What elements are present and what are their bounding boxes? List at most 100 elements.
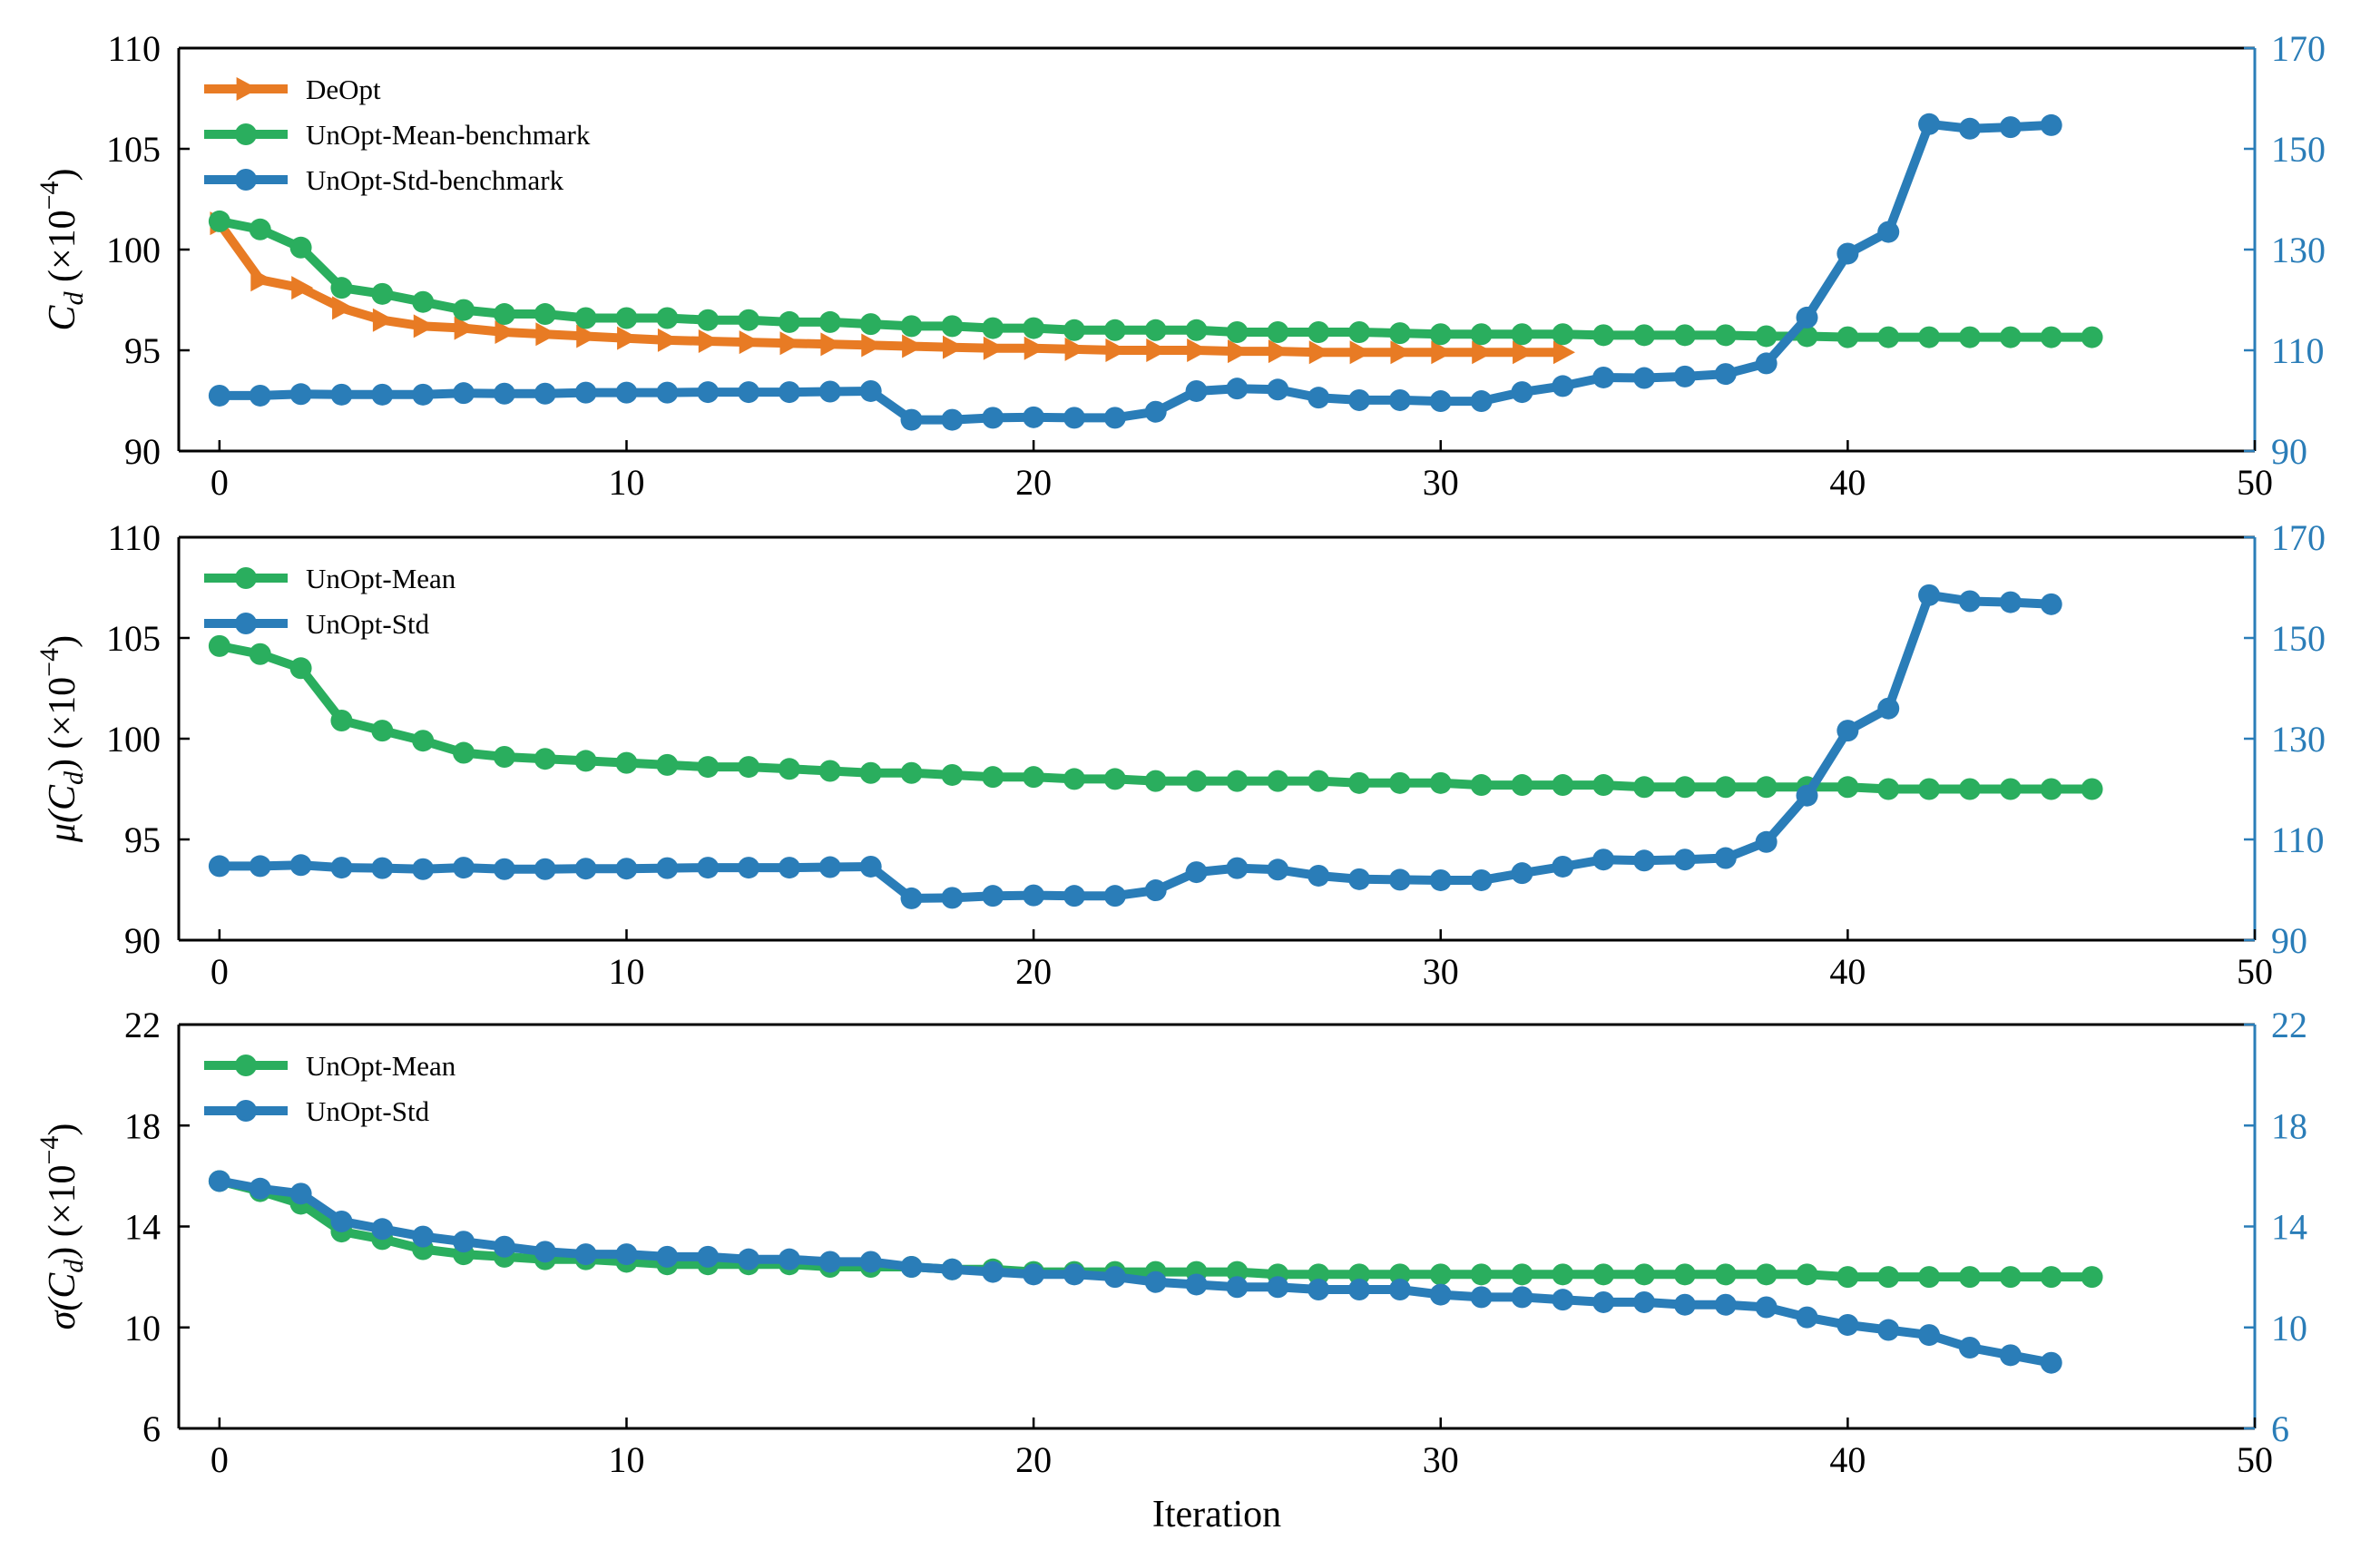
data-point bbox=[1999, 116, 2022, 139]
y-tick-label: 18 bbox=[124, 1105, 161, 1146]
series-line-deopt bbox=[214, 219, 1568, 358]
data-point bbox=[1877, 697, 1900, 720]
data-point bbox=[1755, 325, 1778, 348]
data-point bbox=[1023, 336, 1046, 360]
data-point bbox=[941, 315, 964, 338]
data-point bbox=[983, 336, 1005, 360]
y2-tick-label: 110 bbox=[2271, 819, 2325, 860]
data-point bbox=[1796, 1306, 1818, 1329]
data-point bbox=[1144, 319, 1167, 341]
data-point bbox=[2040, 326, 2062, 348]
data-point bbox=[1877, 778, 1900, 800]
data-point bbox=[1267, 378, 1289, 401]
legend-label: DeOpt bbox=[306, 74, 381, 105]
data-point bbox=[818, 1251, 841, 1273]
data-point bbox=[615, 307, 638, 329]
y-tick-label: 90 bbox=[124, 431, 161, 472]
data-point bbox=[453, 1231, 475, 1253]
data-point bbox=[1348, 771, 1371, 794]
y2-tick-label: 170 bbox=[2271, 517, 2326, 558]
data-point bbox=[1226, 378, 1249, 400]
legend-item-unopt-std: UnOpt-Std bbox=[204, 608, 430, 640]
data-point bbox=[1918, 113, 1941, 135]
data-point bbox=[1552, 340, 1575, 365]
data-point bbox=[656, 307, 679, 329]
data-point bbox=[1511, 862, 1533, 885]
y-tick-label: 100 bbox=[106, 230, 161, 270]
y2-tick-label: 150 bbox=[2271, 618, 2326, 659]
data-point bbox=[1308, 1263, 1330, 1286]
x-tick-label: 10 bbox=[608, 462, 644, 503]
y2-tick-label: 18 bbox=[2271, 1105, 2307, 1146]
data-point bbox=[778, 381, 800, 404]
data-point bbox=[1999, 326, 2022, 348]
data-point bbox=[941, 763, 964, 786]
data-point bbox=[1226, 857, 1249, 879]
data-point bbox=[941, 1258, 964, 1280]
data-point bbox=[371, 1218, 394, 1241]
y-tick-label: 95 bbox=[124, 819, 161, 860]
data-point bbox=[1714, 776, 1737, 799]
y2-tick-label: 6 bbox=[2271, 1408, 2289, 1449]
data-point bbox=[1185, 861, 1208, 884]
data-point bbox=[1877, 1319, 1900, 1341]
data-point bbox=[1144, 879, 1167, 902]
data-point bbox=[1592, 324, 1615, 347]
data-point bbox=[697, 756, 720, 779]
data-point bbox=[739, 330, 761, 355]
data-point bbox=[453, 299, 475, 321]
x-tick-label: 40 bbox=[1829, 951, 1866, 992]
data-point bbox=[778, 857, 800, 879]
data-point bbox=[615, 858, 638, 880]
y2-tick-label: 130 bbox=[2271, 230, 2326, 270]
data-point bbox=[249, 1177, 271, 1200]
y2-tick-label: 110 bbox=[2271, 330, 2325, 371]
y-tick-label: 10 bbox=[124, 1308, 161, 1349]
data-point bbox=[1472, 340, 1494, 365]
y-axis-title: μ(Cd) (×10−4) bbox=[34, 635, 89, 843]
data-point bbox=[330, 710, 353, 732]
legend: UnOpt-Mean UnOpt-Std bbox=[204, 1050, 456, 1127]
data-point bbox=[330, 277, 353, 299]
data-point bbox=[820, 332, 843, 357]
data-point bbox=[1187, 338, 1210, 362]
data-point bbox=[1633, 367, 1656, 389]
data-point bbox=[1348, 1263, 1371, 1286]
data-point bbox=[1673, 849, 1696, 871]
data-point bbox=[1918, 584, 1941, 606]
data-point bbox=[1958, 1266, 1981, 1289]
data-point bbox=[1390, 340, 1413, 365]
data-point bbox=[208, 384, 230, 407]
data-point bbox=[534, 1241, 556, 1263]
x-tick-label: 40 bbox=[1829, 462, 1866, 503]
series-unopt-mean-benchmark bbox=[208, 210, 2103, 348]
data-point bbox=[982, 407, 1004, 429]
x-tick-label: 50 bbox=[2237, 1439, 2273, 1480]
data-point bbox=[1308, 387, 1330, 409]
data-point bbox=[1470, 868, 1493, 891]
data-point bbox=[779, 331, 802, 356]
data-point bbox=[1429, 323, 1452, 346]
data-point bbox=[1673, 365, 1696, 388]
data-point bbox=[1714, 363, 1737, 386]
legend-item-unopt-std: UnOpt-Std bbox=[204, 1095, 430, 1127]
data-point bbox=[738, 309, 760, 331]
data-point bbox=[1673, 1293, 1696, 1316]
data-point bbox=[1673, 776, 1696, 799]
data-point bbox=[1836, 776, 1859, 799]
data-point bbox=[859, 855, 882, 878]
data-point bbox=[574, 858, 597, 880]
legend-label: UnOpt-Std-benchmark bbox=[306, 164, 564, 196]
data-point bbox=[1633, 849, 1656, 872]
y-axis-title: σ(Cd) (×10−4) bbox=[34, 1123, 89, 1330]
data-point bbox=[1796, 306, 1818, 329]
x-tick-label: 0 bbox=[211, 1439, 229, 1480]
data-point bbox=[493, 382, 515, 405]
data-point bbox=[1267, 858, 1289, 881]
y-tick-label: 95 bbox=[124, 330, 161, 371]
data-point bbox=[859, 313, 882, 336]
data-point bbox=[859, 1251, 882, 1273]
data-point bbox=[738, 381, 760, 404]
data-point bbox=[412, 290, 435, 313]
data-point bbox=[1755, 352, 1778, 375]
